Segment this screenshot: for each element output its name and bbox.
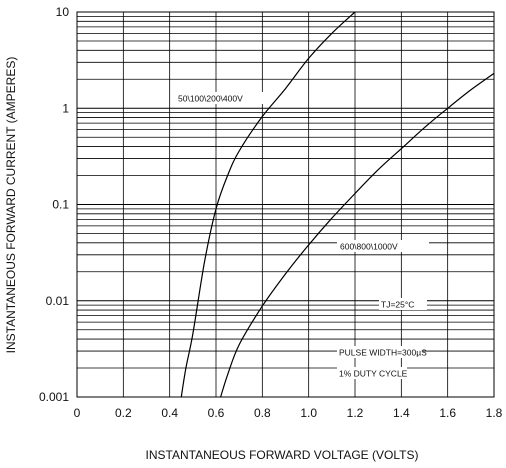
tick-labels: 0 0.2 0.4 0.6 0.8 1.0 1.2 1.4 1.6 1.8 0.001 0.01 0.1… [39,5,503,420]
duty-annotation-bg [337,367,407,379]
y-tick-label: 0.1 [52,198,69,212]
curves [180,11,495,398]
x-tick-label: 1.4 [393,406,410,420]
x-tick-label: 1.8 [486,406,503,420]
y-axis-title: INSTANTANEOUS FORWARD CURRENT (AMPERES) [4,57,18,354]
x-tick-label: 0.4 [161,406,178,420]
series-2-label: 600\800\1000V [340,242,398,252]
duty-cycle-annotation: 1% DUTY CYCLE [339,369,408,379]
pulse-width-annotation: PULSE WIDTH=300µS [339,348,427,358]
y-tick-label: 1 [62,101,69,115]
x-tick-label: 1.6 [439,406,456,420]
y-tick-label: 10 [56,5,70,19]
temperature-annotation: TJ=25°C [381,300,414,310]
series-2-label-bg [337,240,429,252]
pulse-annotation-bg [337,346,423,358]
series-1-label: 50\100\200\400V [178,94,243,104]
series-1-label-bg [176,92,268,104]
plot-frame [76,11,495,398]
y-tick-label: 0.001 [39,390,69,404]
x-tick-label: 1.0 [300,406,317,420]
x-tick-label: 0.2 [115,406,132,420]
x-axis-title: INSTANTANEOUS FORWARD VOLTAGE (VOLTS) [146,448,419,462]
series-1-line [180,11,356,398]
x-tick-label: 0.8 [254,406,271,420]
temperature-annotation-bg [379,298,427,310]
x-tick-label: 0 [74,406,81,420]
x-tick-label: 1.2 [347,406,364,420]
series-2-line [220,72,495,398]
y-tick-label: 0.01 [46,294,70,308]
x-tick-label: 0.6 [208,406,225,420]
grid [76,12,495,398]
